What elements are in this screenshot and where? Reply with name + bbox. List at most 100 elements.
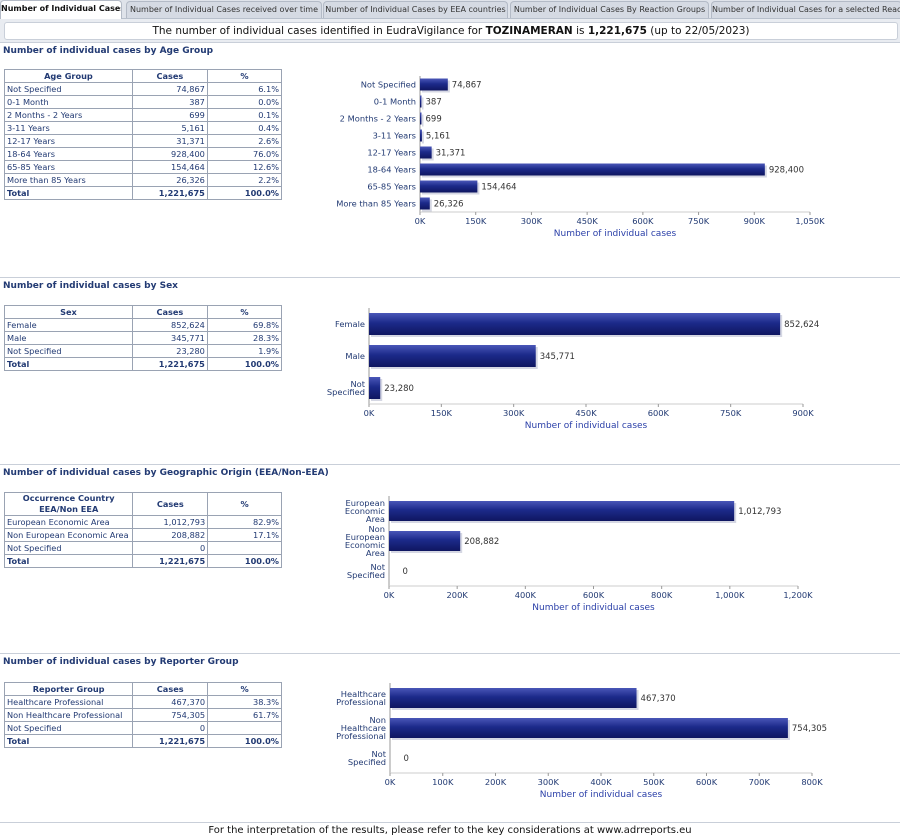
- category-label: 3-11 Years: [373, 131, 416, 141]
- x-tick-label: 600K: [583, 590, 605, 600]
- total-percent: 100.0%: [207, 734, 282, 748]
- category-label-line: 65-85 Years: [367, 182, 416, 192]
- category-label-line: Professional: [336, 731, 386, 741]
- bar: [369, 313, 781, 335]
- value-label: 23,280: [384, 384, 414, 394]
- bar-shadow: [422, 97, 424, 110]
- table-header-row: Age Group Cases%: [4, 69, 283, 83]
- category-label-line: Healthcare: [341, 723, 386, 733]
- table-header-row: Occurrence Country EEA/Non EEA Cases%: [3, 492, 282, 516]
- total-label: Total: [3, 734, 134, 748]
- x-tick-label: 150K: [431, 408, 453, 418]
- age-group-title: Number of individual cases by Age Group: [3, 46, 214, 56]
- value-label: 754,305: [792, 724, 827, 734]
- tab-cases-selected-reaction[interactable]: Number of Individual Cases for a selecte…: [711, 1, 900, 18]
- category-label-line: Not Specified: [361, 80, 416, 90]
- category-label-line: 3-11 Years: [373, 131, 416, 141]
- age-group-table: Age Group Cases% Not Specified 74,867 6.1% 0-…: [4, 69, 283, 200]
- table-row: More than 85 Years 26,326 2.2%: [4, 173, 283, 187]
- category-label-line: Area: [366, 548, 385, 558]
- table-row: Non European Economic Area 208,882 17.1%: [3, 528, 282, 542]
- table-row: Not Specified 23,280 1.9%: [4, 344, 283, 358]
- category-label: Not Specified: [347, 562, 386, 580]
- x-tick-label: 600K: [632, 216, 654, 226]
- bar: [420, 112, 422, 125]
- column-header: Cases: [131, 69, 208, 83]
- reporter-panel: Number of individual cases by Reporter G…: [0, 653, 900, 823]
- age-group-chart: 74,867 Not Specified 387 0-1 Month 699 2 Mont…: [336, 76, 825, 239]
- table-row: Non Healthcare Professional 754,305 61.7%: [3, 708, 282, 722]
- total-percent: 100.0%: [206, 357, 283, 371]
- category-label-line: Area: [366, 514, 385, 524]
- category-label-line: Non: [369, 715, 386, 725]
- tab-cases-over-time[interactable]: Number of Individual Cases received over…: [126, 1, 322, 18]
- category-label: 65-85 Years: [367, 182, 416, 192]
- value-label: 345,771: [540, 352, 575, 362]
- table-total-row: Total 1,221,675 100.0%: [4, 186, 283, 200]
- x-tick-label: 400K: [590, 777, 612, 787]
- table-row: Not Specified 0: [3, 721, 282, 735]
- x-tick-label: 0K: [384, 590, 395, 600]
- x-tick-label: 150K: [465, 216, 487, 226]
- headline-suffix: (up to 22/05/2023): [646, 25, 750, 37]
- value-label: 74,867: [452, 81, 482, 91]
- category-label: Not Specified: [361, 80, 416, 90]
- category-label-line: Non: [368, 524, 385, 534]
- bar-shadow: [422, 114, 424, 127]
- category-label-line: European: [345, 532, 385, 542]
- category-label-line: Not: [371, 749, 386, 759]
- bar: [420, 95, 422, 108]
- category-label: European Economic Area: [345, 498, 386, 524]
- x-tick-label: 0K: [364, 408, 375, 418]
- category-label-line: 18-64 Years: [367, 165, 416, 175]
- category-label-line: 12-17 Years: [367, 148, 416, 158]
- category-label-line: Specified: [327, 387, 365, 397]
- x-tick-label: 1,200K: [783, 590, 813, 600]
- category-label-line: More than 85 Years: [336, 199, 416, 209]
- geographic-table: Occurrence Country EEA/Non EEA Cases% Euro…: [3, 492, 282, 568]
- sex-chart: 852,624 Female 345,771 Male 23,280 Not Specifi…: [327, 308, 819, 431]
- category-label-line: European: [345, 498, 385, 508]
- table-header-row: Reporter Group Cases%: [3, 682, 282, 696]
- geographic-title: Number of individual cases by Geographic…: [3, 468, 329, 478]
- table-total-row: Total 1,221,675 100.0%: [3, 554, 282, 568]
- x-tick-label: 800K: [801, 777, 823, 787]
- category-label-line: 2 Months - 2 Years: [340, 114, 416, 124]
- total-cases: 1,221,675: [132, 554, 209, 568]
- value-label: 0: [404, 754, 409, 764]
- table-total-row: Total 1,221,675 100.0%: [3, 734, 282, 748]
- value-label: 0: [403, 567, 408, 577]
- x-tick-label: 800K: [651, 590, 673, 600]
- x-tick-label: 1,000K: [715, 590, 745, 600]
- tab-number-of-individual-cases[interactable]: Number of Individual Cases: [0, 0, 122, 19]
- headline-total: 1,221,675: [587, 25, 647, 37]
- column-header: Occurrence Country EEA/Non EEA: [3, 492, 134, 516]
- category-label: 12-17 Years: [367, 148, 416, 158]
- geographic-panel: Number of individual cases by Geographic…: [0, 464, 900, 654]
- x-tick-label: 1,050K: [795, 216, 825, 226]
- sex-table: Sex Cases% Female 852,624 69.8% Male 345,771 28…: [4, 305, 283, 371]
- tab-cases-by-eea-countries[interactable]: Number of Individual Cases by EEA countr…: [323, 1, 508, 18]
- bar-shadow: [422, 131, 424, 144]
- category-label: Male: [345, 351, 365, 361]
- tab-bar: Number of Individual Cases Number of Ind…: [0, 0, 900, 19]
- value-label: 208,882: [464, 537, 499, 547]
- category-label-line: Professional: [336, 697, 386, 707]
- value-label: 26,326: [434, 200, 464, 210]
- total-label: Total: [3, 554, 134, 568]
- category-label-line: 0-1 Month: [374, 97, 416, 107]
- category-label-line: Specified: [348, 757, 386, 767]
- total-percent: 100.0%: [207, 554, 282, 568]
- x-axis-title: Number of individual cases: [525, 421, 648, 431]
- category-label-line: Female: [335, 319, 365, 329]
- category-label: 18-64 Years: [367, 165, 416, 175]
- x-axis-title: Number of individual cases: [532, 603, 655, 613]
- category-label: 2 Months - 2 Years: [340, 114, 416, 124]
- category-label-line: Economic: [345, 506, 386, 516]
- value-label: 928,400: [769, 166, 804, 176]
- tab-cases-by-reaction-groups[interactable]: Number of Individual Cases By Reaction G…: [510, 1, 709, 18]
- bar: [389, 531, 461, 551]
- column-header: Cases: [132, 682, 209, 696]
- category-label-line: Specified: [347, 570, 385, 580]
